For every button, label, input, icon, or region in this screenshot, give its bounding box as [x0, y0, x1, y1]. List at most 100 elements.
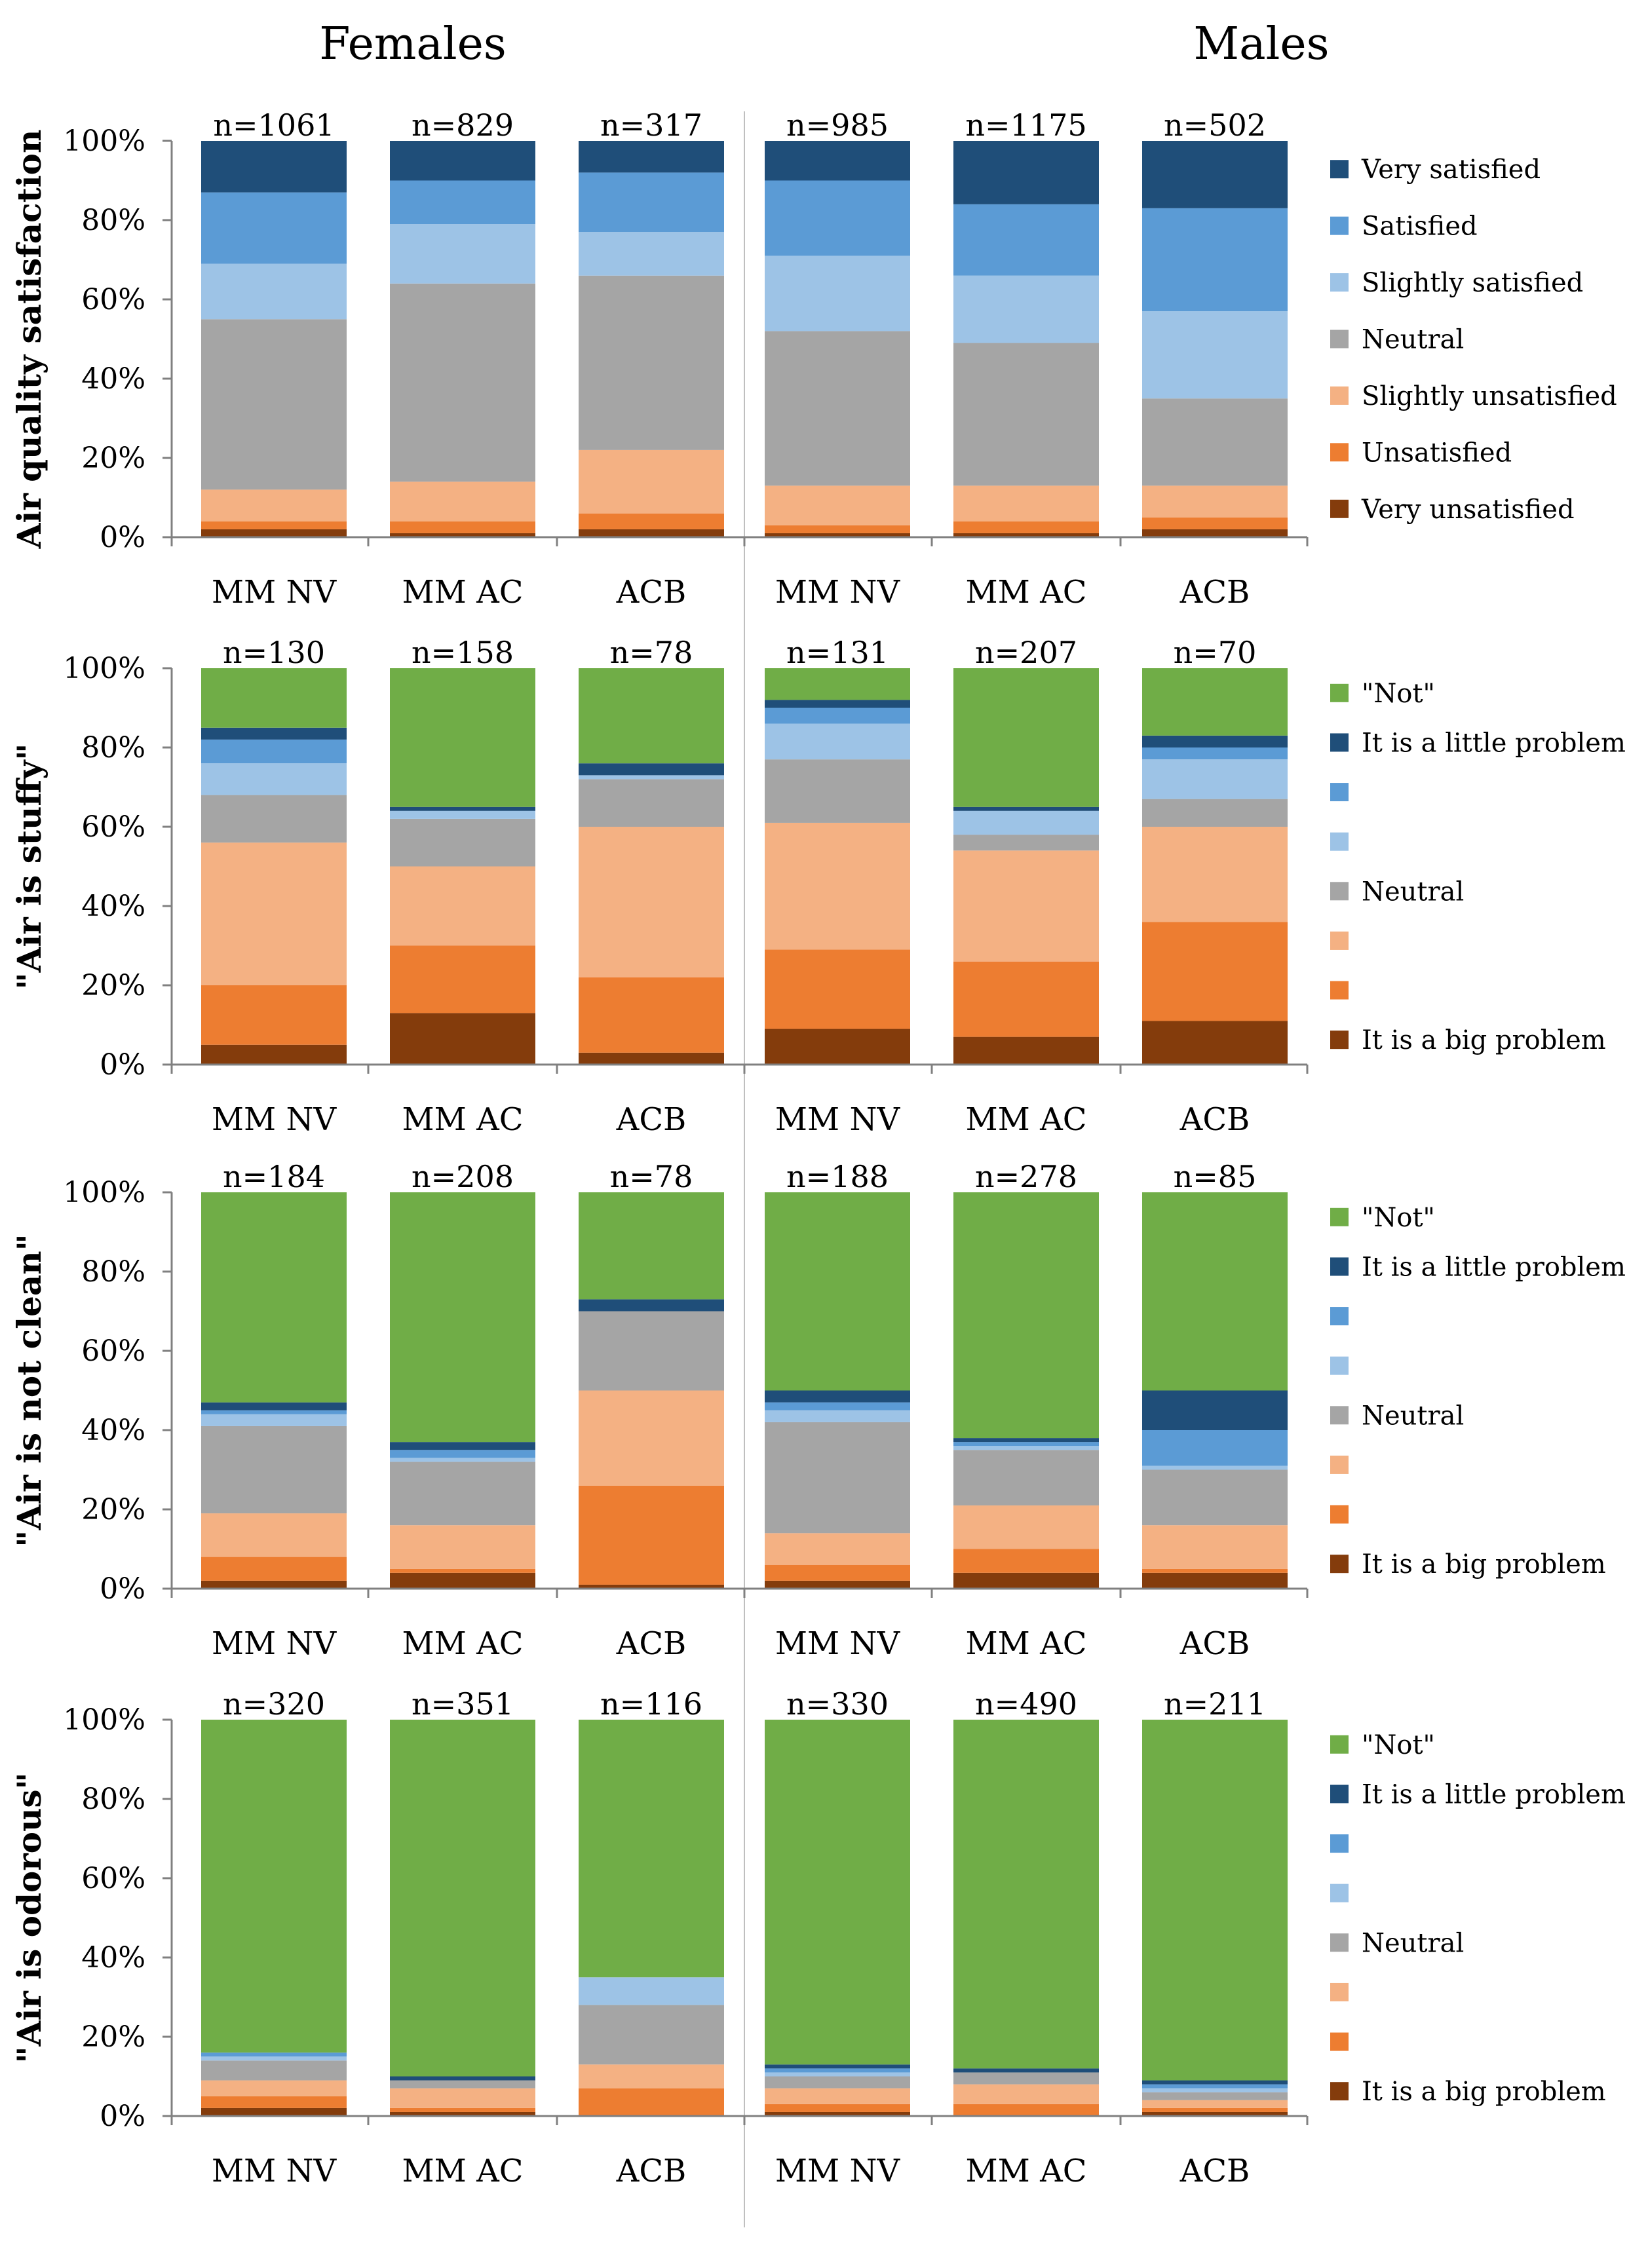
x-category-label: MM AC: [402, 574, 524, 611]
bar-segment: [765, 1720, 910, 2065]
bar-segment: [579, 1720, 724, 1978]
legend-swatch: [1330, 443, 1349, 462]
bar-segment: [579, 1390, 724, 1486]
bar-segment: [390, 283, 535, 482]
n-label: n=211: [1164, 1686, 1266, 1722]
bar-segment: [1142, 1390, 1288, 1430]
n-label: n=207: [975, 635, 1077, 670]
legend-label: Very satisfied: [1361, 155, 1541, 185]
bar-segment: [1142, 1021, 1288, 1065]
bar-segment: [201, 2080, 347, 2096]
bar-segment: [201, 2107, 347, 2116]
chart-panel-1: 0% 20% 40% 60% 80% 100% Air quality satisfacti…: [10, 107, 1617, 649]
bar-segment: [579, 172, 724, 233]
bar-segment: [579, 1977, 724, 2005]
bar-segment: [201, 763, 347, 795]
bar-segment: [953, 810, 1099, 835]
bar-segment: [390, 1192, 535, 1443]
n-label: n=131: [786, 635, 889, 670]
bar-segment: [765, 2072, 910, 2077]
n-label: n=278: [975, 1159, 1077, 1194]
bar-segment: [1142, 311, 1288, 399]
legend-label: Neutral: [1362, 325, 1464, 355]
bar-segment: [765, 708, 910, 724]
legend-label: It is a little problem: [1362, 728, 1626, 758]
bar-segment: [579, 763, 724, 776]
y-tick-label: 100%: [63, 652, 145, 685]
bar-segment: [953, 141, 1099, 204]
bar-segment: [201, 1513, 347, 1557]
bar-segment: [1142, 398, 1288, 486]
legend-swatch: [1330, 1933, 1349, 1952]
bar-segment: [201, 521, 347, 529]
x-category-label: MM NV: [212, 574, 337, 611]
y-axis-label: "Air is odorous": [10, 1772, 48, 2063]
bar-segment: [953, 275, 1099, 343]
legend-label: Neutral: [1362, 1401, 1464, 1431]
legend-label: It is a big problem: [1362, 1025, 1606, 1055]
bar-segment: [765, 1533, 910, 1565]
n-label: n=78: [610, 1159, 693, 1194]
bar-segment: [765, 1029, 910, 1065]
bar-segment: [201, 319, 347, 490]
y-tick-label: 80%: [81, 1783, 145, 1816]
legend-swatch: [1330, 2032, 1349, 2051]
bar-segment: [201, 2056, 347, 2061]
bar-segment: [579, 513, 724, 529]
bar-segment: [953, 1505, 1099, 1549]
y-axis-label: "Air is stuffy": [10, 744, 48, 990]
n-label: n=158: [412, 635, 514, 670]
bar-segment: [765, 2111, 910, 2116]
x-category-label: MM AC: [402, 1101, 524, 1138]
x-category-label: ACB: [1179, 1101, 1250, 1138]
y-tick-label: 40%: [81, 890, 145, 923]
y-tick-label: 0%: [100, 521, 145, 554]
x-category-label: ACB: [1179, 2153, 1250, 2189]
bar-segment: [765, 331, 910, 486]
x-category-label: ACB: [1179, 574, 1250, 611]
x-category-label: MM NV: [775, 1625, 901, 1662]
bar-segment: [390, 1720, 535, 2077]
y-tick-label: 60%: [81, 283, 145, 316]
x-category-label: MM AC: [966, 1625, 1087, 1662]
bar-segment: [579, 827, 724, 977]
legend-swatch: [1330, 683, 1349, 702]
bar-segment: [953, 2072, 1099, 2085]
bar-segment: [765, 180, 910, 256]
n-label: n=130: [223, 635, 325, 670]
bar-segment: [579, 977, 724, 1053]
n-label: n=502: [1164, 107, 1266, 143]
bar-segment: [201, 1557, 347, 1581]
bar-segment: [390, 945, 535, 1013]
n-label: n=116: [600, 1686, 702, 1722]
bar-segment: [201, 489, 347, 521]
bar-segment: [765, 2064, 910, 2069]
bar-segment: [1142, 1720, 1288, 2081]
legend-swatch: [1330, 1883, 1349, 1902]
bar-segment: [1142, 1430, 1288, 1466]
bar-segment: [390, 2080, 535, 2088]
bar-segment: [765, 1410, 910, 1422]
bar-segment: [953, 1720, 1099, 2069]
x-category-label: ACB: [616, 2153, 687, 2189]
bar-segment: [953, 343, 1099, 486]
bar-segment: [1142, 1572, 1288, 1589]
bar-segment: [390, 521, 535, 533]
legend-swatch: [1330, 783, 1349, 802]
chart-panel-3: 0% 20% 40% 60% 80% 100% "Air is not clean" n=18…: [10, 1159, 1626, 1700]
bar-segment: [201, 668, 347, 728]
bar-segment: [390, 224, 535, 284]
bar-segment: [390, 668, 535, 807]
n-label: n=1061: [213, 107, 334, 143]
n-label: n=829: [412, 107, 514, 143]
group-title-males: Males: [1193, 18, 1329, 70]
bar-segment: [765, 525, 910, 533]
bar-segment: [953, 1446, 1099, 1450]
bar-segment: [201, 1402, 347, 1410]
bar-segment: [765, 2076, 910, 2088]
legend-label: "Not": [1362, 1203, 1435, 1233]
y-axis-label: "Air is not clean": [10, 1234, 48, 1547]
y-tick-label: 80%: [81, 731, 145, 765]
y-tick-label: 20%: [81, 969, 145, 1002]
group-title-females: Females: [319, 18, 507, 70]
